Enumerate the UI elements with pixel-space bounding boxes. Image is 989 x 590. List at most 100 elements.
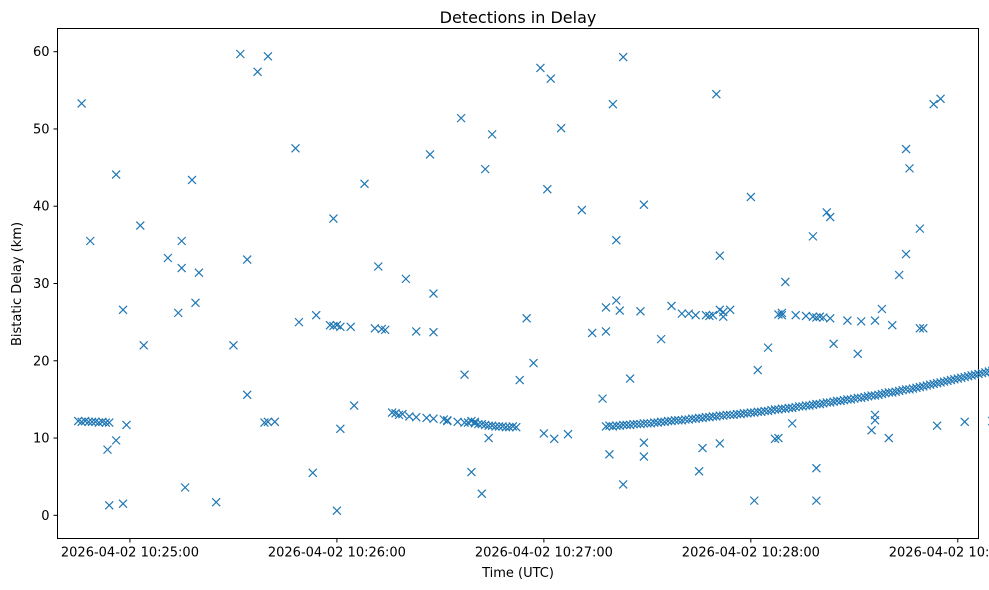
data-point bbox=[925, 380, 935, 390]
data-point bbox=[539, 428, 549, 438]
data-point bbox=[901, 249, 911, 259]
data-point bbox=[870, 316, 880, 326]
data-markers bbox=[73, 49, 989, 516]
data-point bbox=[522, 313, 532, 323]
data-point bbox=[467, 467, 476, 477]
chart-title: Detections in Delay bbox=[440, 8, 597, 27]
data-point bbox=[360, 179, 369, 189]
data-point bbox=[856, 316, 866, 326]
data-point bbox=[939, 377, 949, 387]
data-point bbox=[705, 311, 714, 321]
y-tick-label: 60 bbox=[33, 45, 50, 60]
data-point bbox=[684, 309, 694, 319]
data-point bbox=[325, 320, 335, 330]
data-point bbox=[460, 418, 469, 428]
data-point bbox=[460, 370, 469, 380]
data-point bbox=[491, 422, 501, 431]
data-point bbox=[963, 371, 973, 381]
data-point bbox=[480, 164, 490, 174]
data-point bbox=[187, 175, 197, 185]
data-point bbox=[908, 384, 918, 394]
data-point bbox=[960, 417, 970, 427]
x-tick-label: 2026-04-02 10:26:00 bbox=[268, 546, 406, 561]
data-point bbox=[639, 200, 649, 210]
data-point bbox=[825, 212, 835, 222]
data-point bbox=[294, 317, 304, 327]
data-point bbox=[667, 301, 676, 311]
data-point bbox=[253, 67, 262, 77]
data-point bbox=[563, 429, 573, 439]
data-point bbox=[118, 499, 128, 509]
data-point bbox=[970, 370, 980, 380]
data-point bbox=[815, 399, 825, 409]
data-point bbox=[346, 322, 356, 332]
data-point bbox=[905, 384, 914, 394]
data-point bbox=[618, 479, 628, 489]
data-point bbox=[791, 310, 801, 320]
data-point bbox=[308, 468, 318, 478]
data-point bbox=[211, 497, 221, 507]
data-point bbox=[777, 310, 787, 320]
data-point bbox=[618, 52, 628, 62]
x-axis-label: Time (UTC) bbox=[481, 566, 554, 581]
y-tick-label: 0 bbox=[41, 509, 49, 524]
data-point bbox=[180, 483, 190, 492]
data-point bbox=[891, 387, 901, 397]
data-point bbox=[698, 443, 707, 453]
data-point bbox=[618, 420, 628, 430]
data-point bbox=[425, 150, 435, 159]
data-point bbox=[291, 143, 300, 153]
data-point bbox=[901, 144, 911, 154]
y-tick-label: 40 bbox=[33, 200, 50, 215]
data-point bbox=[484, 433, 494, 443]
data-point bbox=[825, 313, 835, 323]
data-point bbox=[711, 89, 721, 99]
data-point bbox=[349, 401, 359, 411]
data-point bbox=[836, 396, 845, 406]
data-point bbox=[394, 410, 404, 420]
data-point bbox=[884, 433, 894, 443]
data-point bbox=[335, 424, 345, 434]
data-point bbox=[943, 376, 952, 386]
data-point bbox=[787, 403, 797, 413]
data-point bbox=[139, 340, 149, 350]
data-point bbox=[708, 310, 718, 320]
data-point bbox=[856, 393, 866, 403]
data-point bbox=[639, 418, 649, 428]
data-point bbox=[867, 425, 876, 435]
data-point bbox=[85, 236, 95, 246]
data-point bbox=[946, 375, 956, 385]
data-point bbox=[401, 274, 411, 284]
data-point bbox=[629, 419, 638, 429]
data-point bbox=[601, 326, 611, 336]
data-point bbox=[77, 99, 87, 108]
data-point bbox=[546, 74, 556, 84]
data-point bbox=[811, 463, 821, 473]
data-point bbox=[811, 313, 821, 322]
data-point bbox=[725, 305, 735, 315]
data-point bbox=[825, 398, 835, 407]
data-point bbox=[718, 312, 728, 322]
data-point bbox=[442, 415, 452, 425]
data-point bbox=[242, 390, 252, 400]
data-point bbox=[829, 339, 839, 349]
data-point bbox=[535, 63, 545, 73]
data-point bbox=[542, 184, 552, 194]
y-tick-label: 30 bbox=[33, 277, 50, 292]
data-point bbox=[373, 262, 383, 271]
data-point bbox=[163, 253, 173, 263]
data-point bbox=[335, 322, 345, 332]
data-point bbox=[894, 270, 904, 280]
data-point bbox=[601, 303, 611, 312]
data-point bbox=[894, 386, 904, 396]
data-point bbox=[177, 263, 187, 273]
data-point bbox=[270, 417, 280, 427]
data-point bbox=[905, 163, 914, 173]
data-point bbox=[870, 410, 880, 420]
y-axis-label: Bistatic Delay (km) bbox=[10, 222, 25, 346]
x-tick-label: 2026-04-02 10:29:00 bbox=[889, 546, 989, 561]
data-point bbox=[228, 340, 238, 350]
data-point bbox=[515, 375, 525, 385]
